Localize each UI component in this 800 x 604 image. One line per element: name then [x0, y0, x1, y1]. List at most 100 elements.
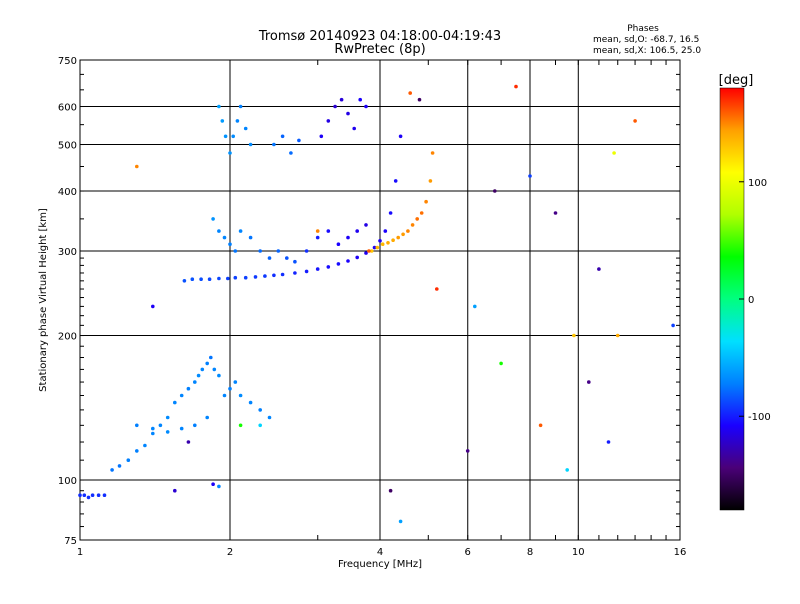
data-point — [355, 229, 360, 233]
data-point — [233, 380, 238, 384]
colorbar-ticks: 100 0 -100 — [739, 178, 771, 423]
data-point — [435, 287, 439, 291]
data-point — [110, 468, 114, 472]
data-point — [173, 400, 177, 405]
data-point — [528, 174, 532, 178]
data-point — [209, 355, 213, 360]
data-point — [143, 443, 147, 448]
stats-line-o: mean, sd,O: -68.7, 16.5 — [593, 35, 699, 45]
data-point — [196, 373, 201, 378]
data-point — [606, 440, 611, 444]
data-point — [372, 245, 377, 250]
data-point — [289, 151, 293, 155]
data-point — [238, 423, 243, 428]
data-point — [248, 400, 253, 405]
data-point — [326, 119, 331, 123]
data-point — [86, 495, 91, 500]
data-point — [280, 272, 285, 277]
data-point — [272, 273, 276, 278]
y-tick-label: 400 — [58, 187, 77, 198]
data-point — [280, 134, 285, 139]
chart-subtitle: RwPretec (8p) — [334, 42, 425, 57]
data-point — [231, 134, 235, 139]
x-tick-label: 8 — [527, 547, 533, 558]
data-point — [238, 104, 243, 109]
data-point — [391, 238, 395, 242]
data-point — [352, 126, 357, 131]
data-point — [212, 367, 217, 372]
data-point — [207, 277, 212, 282]
data-point — [297, 138, 301, 143]
data-point — [388, 488, 393, 493]
data-point — [151, 426, 155, 431]
data-point — [179, 426, 184, 431]
data-point — [315, 229, 320, 233]
data-points — [78, 84, 675, 524]
data-point — [367, 249, 371, 253]
data-point — [285, 256, 289, 260]
y-axis-label: Stationary phase Virtual Height [km] — [38, 208, 49, 392]
data-point — [364, 251, 368, 255]
data-point — [538, 423, 543, 428]
data-point — [228, 386, 232, 391]
data-point — [401, 232, 405, 237]
data-point — [235, 119, 240, 123]
data-point — [248, 142, 253, 147]
data-point — [388, 211, 393, 215]
data-point — [272, 142, 276, 147]
x-tick-label: 4 — [377, 547, 383, 558]
data-point — [151, 304, 155, 309]
data-point — [424, 199, 428, 204]
data-point — [339, 97, 344, 102]
y-tick-label: 750 — [58, 56, 77, 67]
y-tick-label: 500 — [58, 141, 77, 152]
data-point — [151, 431, 155, 436]
data-point — [326, 265, 331, 269]
data-point — [346, 259, 350, 263]
data-point — [190, 277, 195, 282]
x-tick-label: 16 — [674, 547, 687, 558]
data-point — [572, 333, 576, 338]
data-point — [200, 367, 205, 372]
data-point — [386, 241, 390, 245]
data-point — [369, 249, 374, 253]
y-tick-label: 300 — [58, 247, 77, 258]
data-point — [430, 151, 435, 155]
y-tick-label: 200 — [58, 332, 77, 343]
data-point — [173, 488, 177, 493]
data-point — [90, 493, 95, 498]
data-point — [179, 393, 184, 398]
data-point — [398, 519, 403, 524]
data-point — [493, 189, 497, 193]
y-axis-ticks: 75 100 200 300 400 500 600 750 — [58, 56, 77, 547]
data-point — [186, 386, 191, 391]
data-point — [473, 304, 477, 309]
data-point — [410, 223, 415, 227]
data-point — [428, 179, 433, 183]
data-point — [211, 217, 215, 221]
data-point — [205, 415, 209, 420]
colorbar-tick-label: -100 — [748, 412, 771, 423]
data-point — [398, 134, 403, 139]
data-point — [633, 119, 637, 123]
data-point — [408, 91, 413, 95]
data-point — [415, 217, 420, 221]
data-point — [233, 249, 238, 253]
data-point — [186, 440, 191, 444]
data-point — [587, 380, 591, 384]
data-point — [222, 393, 227, 398]
data-point — [615, 333, 620, 338]
data-point — [304, 269, 309, 274]
x-tick-label: 1 — [77, 547, 83, 558]
y-tick-label: 600 — [58, 103, 77, 114]
y-tick-label: 75 — [64, 536, 77, 547]
x-tick-label: 10 — [572, 547, 585, 558]
data-point — [217, 484, 221, 489]
data-point — [380, 242, 385, 246]
data-point — [346, 111, 350, 116]
data-point — [419, 211, 424, 215]
data-point — [193, 380, 197, 384]
data-point — [565, 468, 569, 472]
data-point — [205, 361, 209, 366]
